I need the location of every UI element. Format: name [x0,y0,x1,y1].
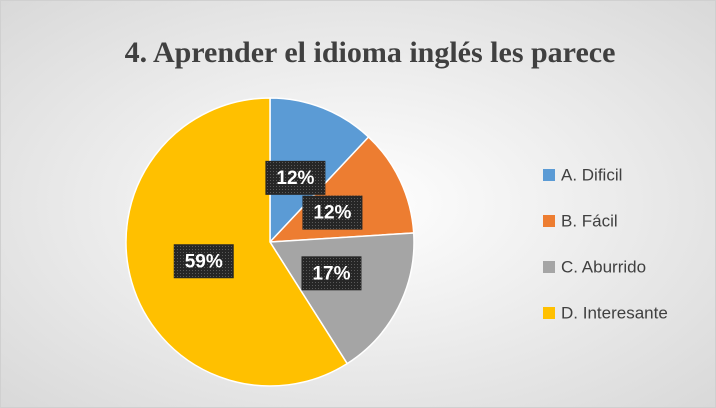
pie-slice [125,97,349,387]
legend-text: A. Dificil [561,165,622,184]
value-label-box [301,256,362,291]
value-label: 59% [185,251,223,272]
legend-text: B. Fácil [561,211,618,230]
legend-swatch [543,215,555,227]
legend-swatch [543,307,555,319]
legend-text: D. Interesante [561,303,668,322]
legend-swatch [543,261,555,273]
value-label: 12% [313,203,351,224]
value-label: 12% [276,168,314,189]
value-label-box [173,244,234,279]
value-label-box [302,195,363,230]
legend-swatch [543,169,555,181]
value-label-box [265,160,326,195]
legend-text: C. Aburrido [561,257,646,276]
chart-title: 4. Aprender el idioma inglés les parece [125,36,616,69]
value-label: 17% [312,263,350,284]
